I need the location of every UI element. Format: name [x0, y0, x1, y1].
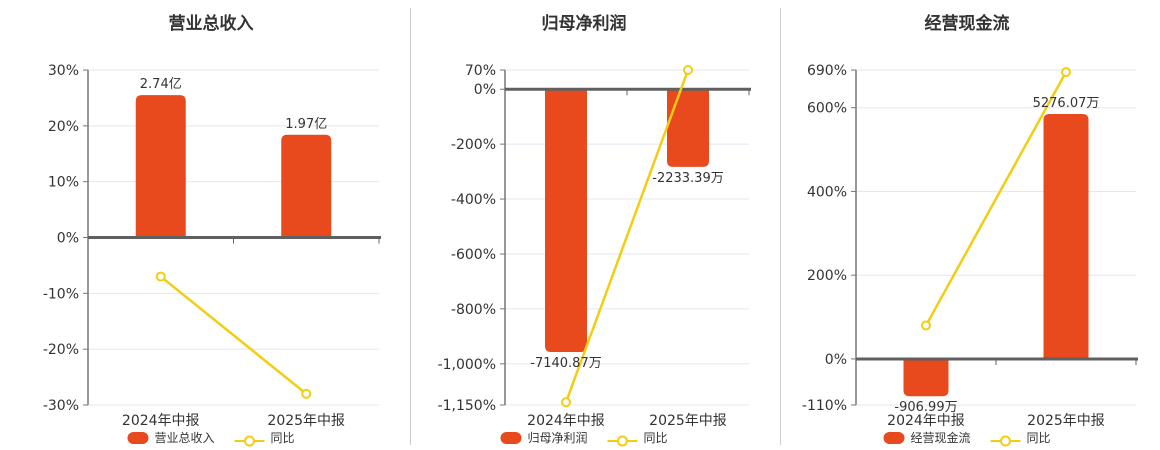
- bar-series-legend-label[interactable]: 营业总收入: [154, 431, 215, 445]
- line-series-icon[interactable]: [990, 432, 1021, 447]
- bar-value-label: -906.99万: [894, 400, 957, 415]
- bar-series-legend-label[interactable]: 经营现金流: [910, 431, 971, 445]
- bar-series-swatch[interactable]: [127, 432, 149, 444]
- cash-flow-chart-plot: 690% 600% 400% 200% 0% -110% 2024年中报 2025年中报 -90…: [802, 63, 1138, 429]
- bar-series-swatch[interactable]: [883, 432, 905, 444]
- bar-rect[interactable]: [135, 95, 186, 238]
- yoy-line-marker[interactable]: [683, 65, 693, 75]
- yoy-line-marker[interactable]: [301, 388, 312, 399]
- cash-flow-chart-legend: 经营现金流 同比: [883, 430, 1051, 447]
- bar-value-label: -2233.39万: [652, 171, 723, 186]
- yoy-line-marker[interactable]: [1061, 67, 1071, 78]
- bar-value-label: 2.74亿: [140, 77, 182, 92]
- line-series-legend-label[interactable]: 同比: [643, 431, 668, 445]
- y-tick-label: -10%: [43, 286, 79, 302]
- revenue-chart-plot: 30% 20% 10% 0% -10% -20% -30% 2024年中报 2025年中报 2.7…: [43, 63, 381, 429]
- y-tick-label: 20%: [48, 119, 79, 135]
- bar-rect[interactable]: [667, 89, 709, 167]
- yoy-line-marker[interactable]: [155, 271, 166, 282]
- panel-divider: [410, 8, 411, 445]
- line-series-icon[interactable]: [607, 432, 638, 447]
- line-series-legend-label[interactable]: 同比: [1026, 431, 1051, 445]
- category-label: 2024年中报: [122, 413, 200, 429]
- revenue-chart-legend: 营业总收入 同比: [127, 430, 295, 447]
- y-tick-label: -110%: [802, 398, 847, 414]
- bar-series-swatch[interactable]: [500, 432, 522, 444]
- y-tick-label: -200%: [451, 137, 496, 153]
- bar-value-label: 5276.07万: [1033, 96, 1100, 111]
- category-label: 2025年中报: [1027, 413, 1105, 429]
- bar-value-label: -7140.87万: [530, 356, 601, 371]
- yoy-line-marker[interactable]: [921, 320, 931, 331]
- net-profit-chart-plot: 70% 0% -200% -400% -600% -800% -1,000% -1,150% 2…: [438, 63, 751, 429]
- yoy-line: [564, 69, 690, 403]
- line-series-legend-label[interactable]: 同比: [270, 431, 295, 445]
- y-tick-label: 690%: [807, 63, 847, 79]
- category-label: 2025年中报: [649, 413, 727, 429]
- bar-rect[interactable]: [545, 89, 587, 353]
- y-tick-label: -1,150%: [438, 398, 496, 414]
- bar-rect[interactable]: [281, 134, 332, 238]
- y-tick-label: -20%: [43, 342, 79, 358]
- bar-rect[interactable]: [1043, 113, 1089, 359]
- y-tick-label: 70%: [465, 63, 496, 79]
- y-tick-label: 200%: [807, 268, 847, 284]
- category-label: 2024年中报: [527, 413, 605, 429]
- bar-series-legend-label[interactable]: 归母净利润: [527, 431, 588, 445]
- category-label: 2024年中报: [887, 413, 965, 429]
- y-tick-label: 0%: [474, 82, 496, 98]
- y-tick-label: -30%: [43, 398, 79, 414]
- bar-value-label: 1.97亿: [285, 117, 327, 132]
- revenue-chart-title: 营业总收入: [168, 14, 254, 34]
- net-profit-chart-legend: 归母净利润 同比: [500, 430, 668, 447]
- y-tick-label: 10%: [48, 175, 79, 191]
- y-tick-label: -1,000%: [438, 357, 496, 373]
- y-tick-label: 0%: [825, 352, 847, 368]
- yoy-line: [924, 71, 1068, 327]
- y-tick-label: 400%: [807, 184, 847, 200]
- y-tick-label: -600%: [451, 247, 496, 263]
- y-tick-label: 0%: [57, 231, 79, 247]
- y-tick-label: -800%: [451, 302, 496, 318]
- category-label: 2025年中报: [267, 413, 345, 429]
- net-profit-chart-title: 归母净利润: [541, 14, 627, 34]
- panel-divider: [780, 8, 781, 445]
- bar-rect[interactable]: [903, 358, 949, 397]
- y-tick-label: 30%: [48, 63, 79, 79]
- cash-flow-chart-title: 经营现金流: [924, 14, 1010, 34]
- y-tick-label: 600%: [807, 101, 847, 117]
- yoy-line: [159, 275, 308, 395]
- line-series-icon[interactable]: [234, 432, 265, 447]
- y-tick-label: -400%: [451, 192, 496, 208]
- yoy-line-marker[interactable]: [561, 397, 571, 408]
